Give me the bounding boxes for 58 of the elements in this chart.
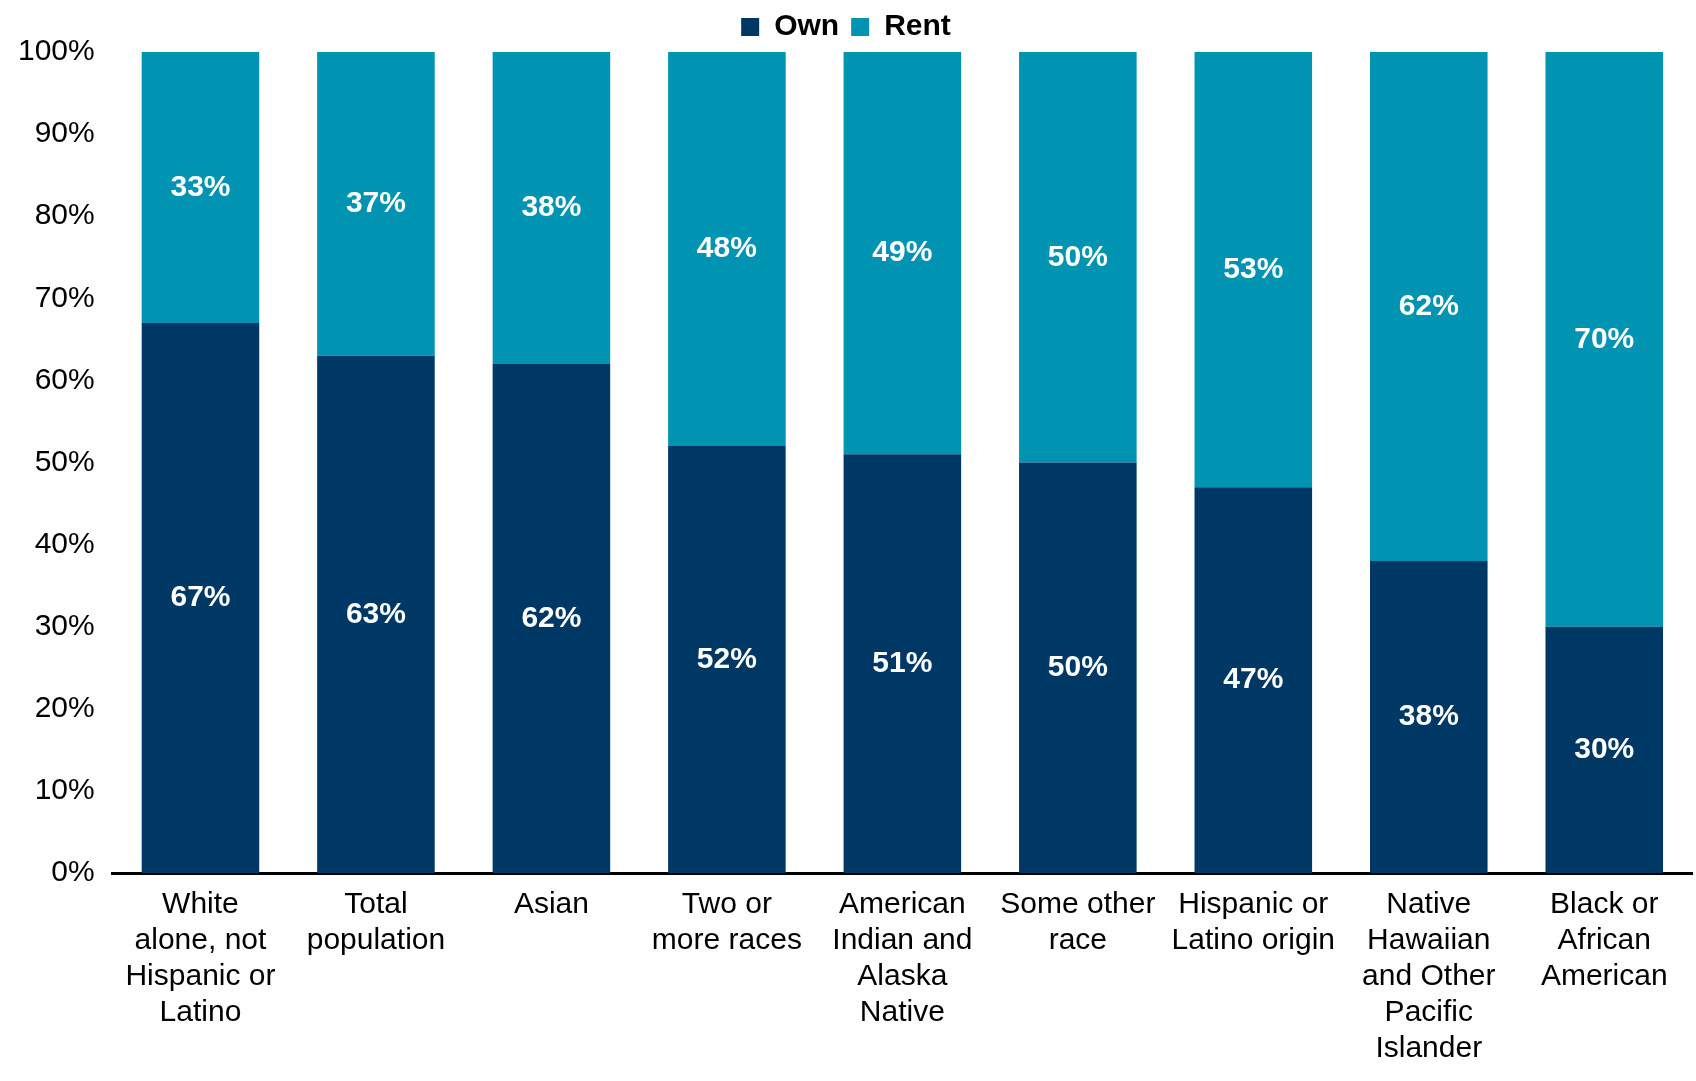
x-tick-label: American Indian and Alaska Native — [832, 886, 973, 1028]
bar — [668, 446, 786, 873]
y-tick-label: 40% — [34, 525, 95, 559]
bar — [1019, 52, 1137, 463]
data-label: 50% — [1047, 238, 1108, 272]
data-label: 37% — [345, 185, 406, 219]
x-tick-label: Black or African American — [1540, 886, 1668, 992]
y-tick-label: 0% — [51, 854, 95, 888]
x-tick-label: Asian — [513, 886, 589, 920]
data-label: 30% — [1574, 731, 1635, 765]
y-tick-label: 30% — [34, 607, 95, 641]
bar — [1194, 52, 1313, 488]
data-label: 33% — [170, 168, 231, 202]
data-label: 67% — [170, 579, 231, 613]
legend-label: Own — [774, 8, 840, 42]
data-label: 50% — [1047, 649, 1108, 683]
x-tick-label: Hispanic or Latino origin — [1171, 886, 1336, 956]
x-tick-label: Two or more races — [651, 886, 802, 956]
data-label: 52% — [696, 640, 757, 674]
y-tick-label: 60% — [34, 361, 95, 395]
bar — [1545, 52, 1664, 627]
data-label: 51% — [872, 644, 933, 678]
bar — [1019, 462, 1137, 873]
y-tick-label: 100% — [17, 33, 95, 67]
data-label: 38% — [1398, 698, 1459, 732]
bar — [843, 454, 962, 873]
data-label: 62% — [1398, 287, 1459, 321]
legend-label: Rent — [884, 8, 951, 42]
data-label: 62% — [521, 599, 582, 633]
bar — [317, 355, 435, 873]
x-tick-label: Native Hawaiian and Other Pacific Islander — [1362, 886, 1496, 1064]
y-tick-label: 90% — [34, 115, 95, 149]
data-label: 49% — [872, 234, 933, 268]
y-tick-label: 80% — [34, 197, 95, 231]
data-label: 38% — [521, 189, 582, 223]
data-label: 48% — [696, 230, 757, 264]
x-tick-label: White alone, not Hispanic or Latino — [125, 886, 276, 1028]
bar — [1370, 52, 1488, 562]
y-tick-label: 10% — [34, 772, 95, 806]
bar — [668, 52, 786, 447]
x-tick-label: Total population — [306, 886, 446, 956]
y-tick-label: 20% — [34, 690, 95, 724]
bar — [843, 52, 962, 455]
data-label: 70% — [1574, 320, 1635, 354]
bar — [317, 52, 435, 356]
bar — [492, 52, 611, 364]
bar — [1370, 561, 1488, 873]
bar — [492, 363, 611, 873]
data-label: 63% — [345, 595, 406, 629]
x-tick-label: Some other race — [1000, 886, 1156, 956]
bar — [1194, 487, 1313, 873]
bar — [141, 52, 260, 323]
y-tick-label: 50% — [34, 443, 95, 477]
bar — [141, 322, 260, 873]
bar — [1545, 626, 1664, 873]
data-label: 47% — [1223, 661, 1284, 695]
data-label: 53% — [1223, 250, 1284, 284]
y-tick-label: 70% — [34, 279, 95, 313]
